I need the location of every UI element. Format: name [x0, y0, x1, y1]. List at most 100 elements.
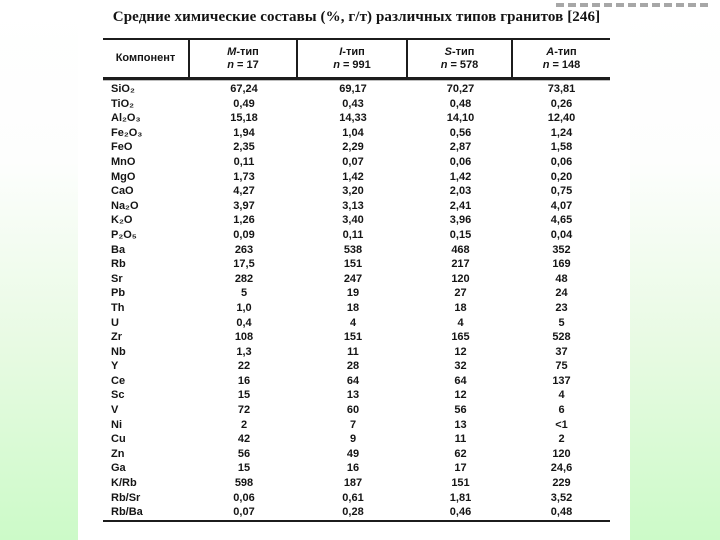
value-cell: 13: [454, 418, 467, 431]
table-row: Rb 17,5 151 217 169: [103, 257, 610, 272]
value-cell: 0,20: [550, 170, 573, 183]
component-cell: Zn: [111, 447, 125, 460]
sample-count: n = 17: [227, 59, 258, 72]
value-cell: 1,04: [342, 126, 364, 139]
table-row: FeO 2,35 2,29 2,87 1,58: [103, 140, 610, 155]
table-row: Na₂O 3,97 3,13 2,41 4,07: [103, 199, 610, 214]
value-cell: 0,46: [449, 506, 472, 519]
value-cell: 37: [555, 345, 568, 358]
value-cell: 13: [346, 389, 360, 402]
value-cell: 15: [237, 462, 251, 475]
n-symbol: n: [542, 58, 550, 71]
value-cell: 27: [454, 287, 467, 300]
value-cell: 1,42: [449, 170, 472, 183]
component-cell: U: [111, 316, 119, 329]
value-cell: 19: [346, 287, 360, 300]
value-cell: 12: [454, 345, 467, 358]
value-cell: 11: [454, 433, 467, 446]
value-cell: 3,52: [550, 491, 573, 504]
value-cell: 18: [346, 301, 360, 314]
type-letter: S: [444, 45, 452, 58]
value-cell: 4,65: [550, 214, 573, 227]
value-cell: 247: [343, 272, 363, 285]
value-cell: 3,20: [342, 185, 364, 198]
value-cell: 108: [234, 331, 254, 344]
value-cell: 0,43: [342, 97, 364, 110]
value-cell: 15,18: [230, 112, 258, 125]
value-cell: 2,03: [449, 185, 472, 198]
table-row: Rb/Sr 0,06 0,61 1,81 3,52: [103, 491, 610, 506]
value-cell: 62: [454, 447, 467, 460]
type-letter: M: [227, 45, 237, 58]
component-cell: SiO₂: [111, 83, 135, 95]
value-cell: 75: [555, 360, 568, 373]
type-suffix: -тип: [236, 45, 259, 58]
value-cell: 217: [451, 258, 470, 271]
value-cell: 16: [237, 374, 251, 387]
value-cell: 5: [240, 287, 248, 300]
value-cell: 0,06: [233, 491, 255, 504]
value-cell: 60: [346, 404, 360, 417]
sample-count: n = 991: [333, 59, 371, 72]
value-cell: 3,96: [449, 214, 472, 227]
value-cell: 12,40: [547, 112, 576, 125]
value-cell: 1,42: [342, 170, 364, 183]
value-cell: 0,06: [550, 155, 573, 168]
value-cell: 169: [552, 258, 571, 271]
component-cell: Ce: [111, 374, 126, 387]
table-row: P₂O₅ 0,09 0,11 0,15 0,04: [103, 228, 610, 243]
table-row: Al₂O₃ 15,18 14,33 14,10 12,40: [103, 111, 610, 126]
value-cell: 151: [451, 477, 470, 490]
type-suffix: -тип: [342, 45, 365, 58]
value-cell: 64: [454, 374, 467, 387]
table-row: TiO₂ 0,49 0,43 0,48 0,26: [103, 97, 610, 112]
value-cell: 28: [346, 360, 360, 373]
component-cell: K₂O: [111, 214, 133, 227]
table-row: V 72 60 56 6: [103, 403, 610, 418]
component-cell: Ga: [111, 462, 126, 475]
component-cell: Th: [111, 301, 125, 314]
value-cell: 70,27: [446, 83, 475, 95]
value-cell: 69,17: [339, 83, 367, 95]
n-symbol: n: [440, 58, 448, 71]
component-cell: FeO: [111, 141, 133, 154]
value-cell: 0,48: [550, 506, 573, 519]
header-col-a-type: A-тип n = 148: [513, 40, 610, 77]
value-cell: 4,07: [550, 199, 573, 212]
value-cell: 1,73: [233, 170, 255, 183]
table-title: Средние химические составы (%, г/т) разл…: [112, 9, 601, 25]
table-row: MgO 1,73 1,42 1,42 0,20: [103, 170, 610, 185]
value-cell: 2: [558, 433, 565, 446]
value-cell: 1,94: [233, 126, 255, 139]
value-cell: 24,6: [550, 462, 573, 475]
component-cell: Cu: [111, 433, 126, 446]
value-cell: 12: [454, 389, 467, 402]
value-cell: 9: [349, 433, 357, 446]
value-cell: 16: [346, 462, 360, 475]
value-cell: 7: [349, 418, 357, 431]
value-cell: 0,11: [233, 155, 255, 168]
value-cell: 11: [347, 345, 359, 358]
table-row: Y 22 28 32 75: [103, 359, 610, 374]
value-cell: 73,81: [547, 83, 576, 95]
value-cell: 2,41: [449, 199, 472, 212]
value-cell: 2,29: [342, 141, 364, 154]
sample-count: n = 578: [441, 59, 479, 72]
table-row: MnO 0,11 0,07 0,06 0,06: [103, 155, 610, 170]
value-cell: 0,15: [449, 228, 472, 241]
scanned-page: Средние химические составы (%, г/т) разл…: [78, 0, 630, 540]
table-row: Sr 282 247 120 48: [103, 272, 610, 287]
component-cell: MnO: [111, 155, 136, 168]
value-cell: 120: [552, 447, 571, 460]
value-cell: 187: [343, 477, 363, 490]
value-cell: 0,49: [233, 97, 255, 110]
value-cell: 0,04: [550, 228, 573, 241]
component-cell: P₂O₅: [111, 228, 137, 241]
component-cell: V: [111, 404, 119, 417]
component-cell: Sr: [111, 272, 123, 285]
component-cell: Ba: [111, 243, 126, 256]
table-row: CaO 4,27 3,20 2,03 0,75: [103, 184, 610, 199]
component-cell: Al₂O₃: [111, 112, 141, 125]
value-cell: 2,87: [449, 141, 472, 154]
table-row: K/Rb 598 187 151 229: [103, 476, 610, 491]
